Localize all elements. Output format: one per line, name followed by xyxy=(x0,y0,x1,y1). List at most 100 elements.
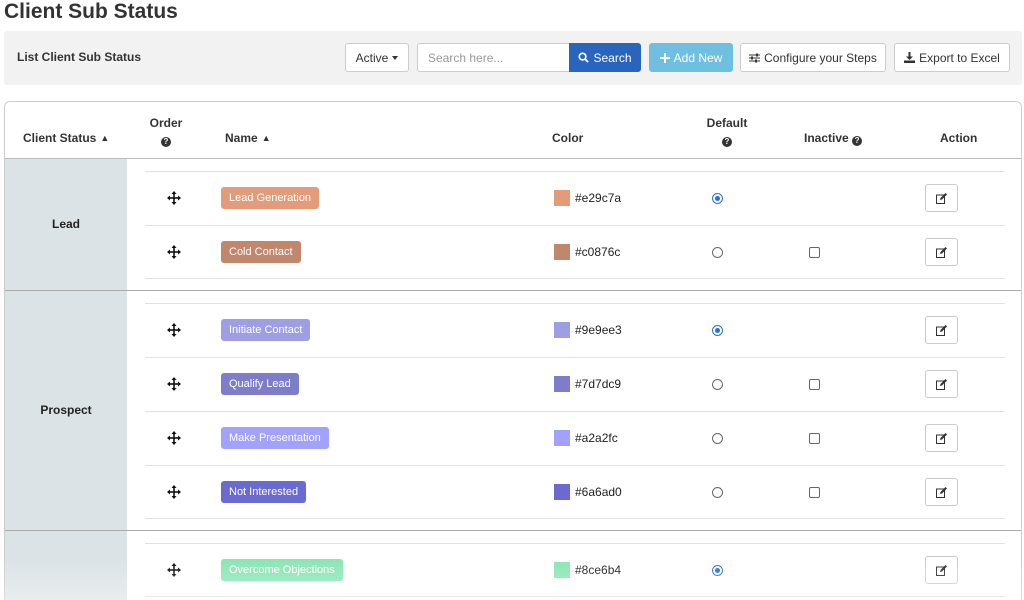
column-name[interactable]: Name ▲︎ xyxy=(225,131,271,145)
group-label: Prospect xyxy=(40,403,92,417)
color-swatch xyxy=(554,562,570,578)
group-label-cell xyxy=(5,531,127,600)
move-arrows-icon[interactable] xyxy=(167,323,181,337)
search-icon xyxy=(578,52,590,63)
color-swatch xyxy=(554,190,570,206)
status-filter-label: Active xyxy=(355,50,389,65)
color-code: #9e9ee3 xyxy=(575,323,622,337)
column-color: Color xyxy=(552,131,583,145)
status-name-badge: Qualify Lead xyxy=(221,373,299,395)
default-radio[interactable] xyxy=(712,325,723,336)
question-circle-icon: ? xyxy=(161,137,171,147)
configure-steps-label: Configure your Steps xyxy=(764,50,877,65)
download-icon xyxy=(904,52,916,63)
color-swatch xyxy=(554,322,570,338)
edit-button[interactable] xyxy=(925,238,958,266)
export-excel-label: Export to Excel xyxy=(919,50,1000,65)
table-row: Qualify Lead #7d7dc9 xyxy=(145,357,1005,411)
status-group: Prospect Initiate Contact #9e9ee3 Qualify L… xyxy=(5,291,1021,531)
client-sub-status-table: Client Status ▲︎ Order ? Name ▲︎ Color Def… xyxy=(4,101,1022,600)
color-code: #a2a2fc xyxy=(575,431,618,445)
toolbar-title: List Client Sub Status xyxy=(17,50,142,64)
move-arrows-icon[interactable] xyxy=(167,431,181,445)
search-input[interactable] xyxy=(417,43,570,72)
table-row: Cold Contact #c0876c xyxy=(145,225,1005,279)
table-row: Lead Generation #e29c7a xyxy=(145,171,1005,225)
search-button[interactable]: Search xyxy=(569,43,641,72)
color-swatch xyxy=(554,484,570,500)
status-name-badge: Cold Contact xyxy=(221,241,301,263)
question-circle-icon: ? xyxy=(852,136,863,146)
column-client-status[interactable]: Client Status ▲︎ xyxy=(23,131,109,145)
default-radio[interactable] xyxy=(712,487,723,498)
plus-icon xyxy=(659,52,670,63)
default-radio[interactable] xyxy=(712,565,723,576)
table-row: Initiate Contact #9e9ee3 xyxy=(145,303,1005,357)
table-header: Client Status ▲︎ Order ? Name ▲︎ Color Def… xyxy=(5,102,1021,159)
column-action: Action xyxy=(940,131,977,145)
edit-button[interactable] xyxy=(925,556,958,584)
question-circle-icon: ? xyxy=(722,137,732,147)
group-label-cell: Prospect xyxy=(5,291,127,530)
export-excel-button[interactable]: Export to Excel xyxy=(894,43,1010,72)
column-client-status-label: Client Status xyxy=(23,131,97,145)
group-label-cell: Lead xyxy=(5,159,127,290)
column-action-label: Action xyxy=(940,131,978,145)
move-arrows-icon[interactable] xyxy=(167,485,181,499)
move-arrows-icon[interactable] xyxy=(167,191,181,205)
default-radio[interactable] xyxy=(712,379,723,390)
default-radio[interactable] xyxy=(712,433,723,444)
status-name-badge: Make Presentation xyxy=(221,427,329,449)
color-code: #7d7dc9 xyxy=(575,377,622,391)
default-radio[interactable] xyxy=(712,193,723,204)
edit-icon xyxy=(936,324,947,336)
inactive-checkbox[interactable] xyxy=(809,487,820,498)
edit-icon xyxy=(936,432,947,444)
status-group: Lead Lead Generation #e29c7a Cold Contact #c… xyxy=(5,159,1021,291)
edit-button[interactable] xyxy=(925,184,958,212)
edit-button[interactable] xyxy=(925,316,958,344)
column-name-label: Name xyxy=(225,131,258,145)
color-code: #c0876c xyxy=(575,245,621,259)
status-filter-dropdown[interactable]: Active xyxy=(345,43,409,72)
edit-icon xyxy=(936,378,947,390)
edit-button[interactable] xyxy=(925,424,958,452)
edit-button[interactable] xyxy=(925,370,958,398)
status-name-badge: Overcome Objections xyxy=(221,559,343,581)
color-code: #8ce6b4 xyxy=(575,563,622,577)
configure-steps-button[interactable]: Configure your Steps xyxy=(740,43,886,72)
color-swatch xyxy=(554,376,570,392)
inactive-checkbox[interactable] xyxy=(809,379,820,390)
search-button-label: Search xyxy=(593,50,632,65)
status-name-badge: Not Interested xyxy=(221,481,307,503)
color-swatch xyxy=(554,244,570,260)
group-label: Lead xyxy=(51,217,80,231)
status-name-badge: Initiate Contact xyxy=(221,319,311,341)
color-code: #6a6ad0 xyxy=(575,485,622,499)
page-title: Client Sub Status xyxy=(4,0,178,23)
toolbar: List Client Sub Status Active Search Add… xyxy=(4,31,1022,85)
move-arrows-icon[interactable] xyxy=(167,563,181,577)
color-code: #e29c7a xyxy=(575,191,622,205)
edit-button[interactable] xyxy=(925,478,958,506)
column-order-label: Order xyxy=(149,116,183,130)
move-arrows-icon[interactable] xyxy=(167,245,181,259)
move-arrows-icon[interactable] xyxy=(167,377,181,391)
column-inactive: Inactive ? xyxy=(804,131,863,146)
inactive-checkbox[interactable] xyxy=(809,247,820,258)
color-swatch xyxy=(554,430,570,446)
inactive-checkbox[interactable] xyxy=(809,433,820,444)
table-row: Not Interested #6a6ad0 xyxy=(145,465,1005,519)
add-new-label: Add New xyxy=(673,50,723,65)
column-inactive-label: Inactive xyxy=(804,131,849,145)
add-new-button[interactable]: Add New xyxy=(649,43,733,72)
column-order: Order ? xyxy=(145,116,187,147)
table-row: Overcome Objections #8ce6b4 xyxy=(145,543,1005,597)
column-default: Default ? xyxy=(701,116,753,147)
status-group: Overcome Objections #8ce6b4 xyxy=(5,531,1021,600)
status-name-badge: Lead Generation xyxy=(221,187,319,209)
default-radio[interactable] xyxy=(712,247,723,258)
sort-icon: ▲︎ xyxy=(261,133,271,143)
edit-icon xyxy=(936,486,947,498)
edit-icon xyxy=(936,564,947,576)
